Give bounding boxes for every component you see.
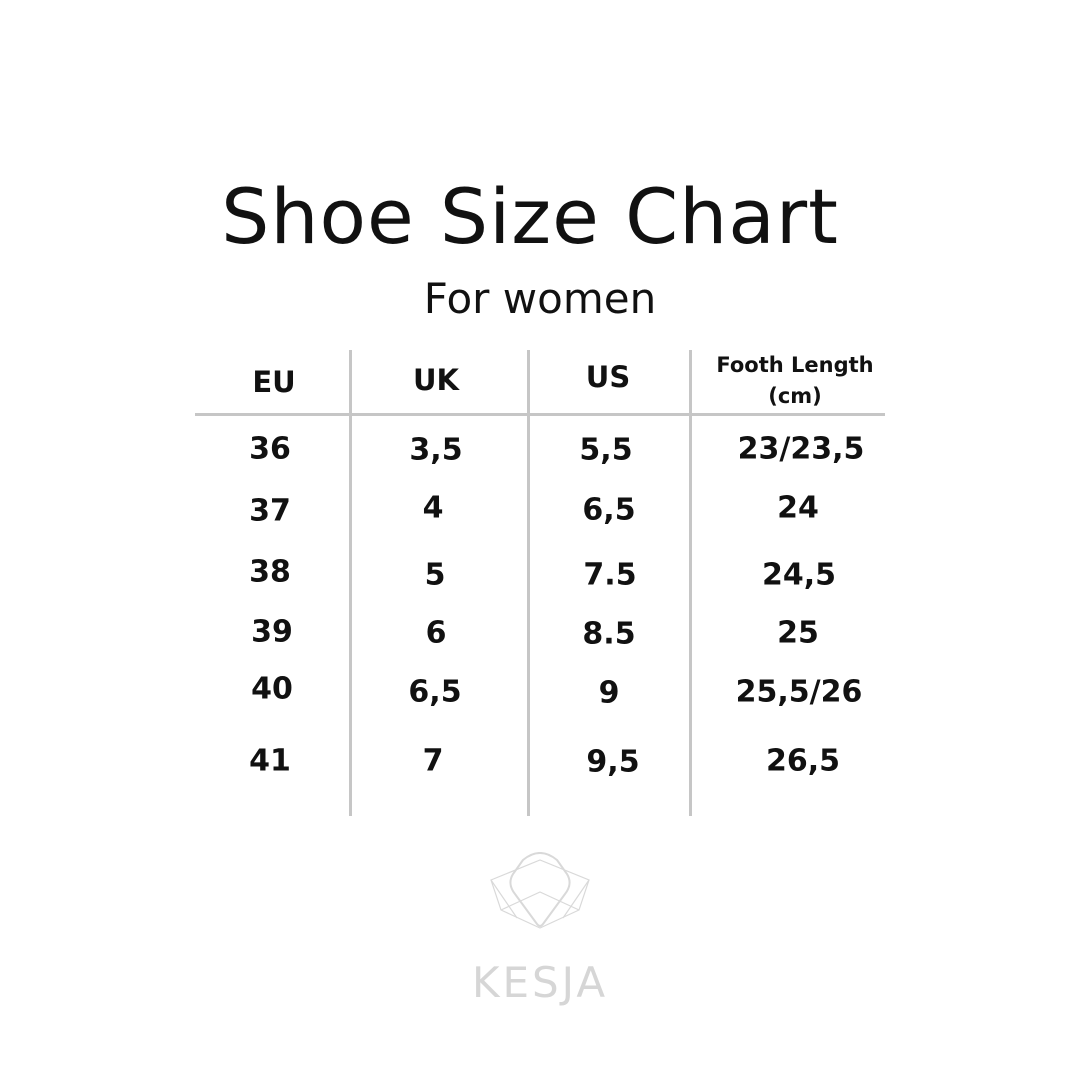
cell-foot-length: 24 (777, 490, 819, 526)
page-subtitle: For women (423, 274, 657, 323)
cell-foot-length: 25,5/26 (735, 674, 863, 710)
cell-eu: 41 (249, 743, 291, 779)
cell-us: 6,5 (582, 492, 636, 528)
cell-foot-length: 25 (777, 615, 819, 651)
column-divider (527, 350, 530, 816)
cell-uk: 6 (425, 615, 447, 651)
brand-name: KESJA (471, 958, 609, 1007)
cell-us: 9 (598, 675, 620, 711)
cell-eu: 37 (249, 493, 291, 529)
kesja-logo-icon (490, 852, 590, 929)
header-us: US (585, 360, 631, 394)
cell-eu: 39 (251, 614, 293, 650)
header-foot-length: Footh Length (cm) (716, 350, 873, 412)
cell-eu: 40 (251, 671, 293, 707)
header-eu: EU (252, 365, 296, 399)
header-foot-length-line1: Footh Length (716, 353, 874, 377)
cell-uk: 4 (422, 490, 444, 526)
cell-us: 7.5 (583, 557, 637, 593)
column-divider (689, 350, 692, 816)
page-title: Shoe Size Chart (221, 172, 839, 261)
cell-foot-length: 24,5 (761, 557, 837, 593)
column-divider (349, 350, 352, 816)
cell-us: 5,5 (579, 432, 633, 468)
cell-foot-length: 23/23,5 (737, 431, 865, 467)
header-uk: UK (412, 363, 460, 397)
cell-foot-length: 26,5 (765, 743, 841, 779)
cell-uk: 3,5 (409, 432, 463, 468)
header-divider (195, 413, 885, 416)
cell-eu: 38 (249, 554, 291, 590)
header-foot-length-line2: (cm) (768, 384, 822, 408)
cell-us: 9,5 (586, 744, 640, 780)
cell-us: 8.5 (582, 616, 636, 652)
cell-uk: 7 (422, 743, 444, 779)
cell-eu: 36 (249, 431, 291, 467)
cell-uk: 6,5 (408, 674, 462, 710)
cell-uk: 5 (424, 557, 446, 593)
